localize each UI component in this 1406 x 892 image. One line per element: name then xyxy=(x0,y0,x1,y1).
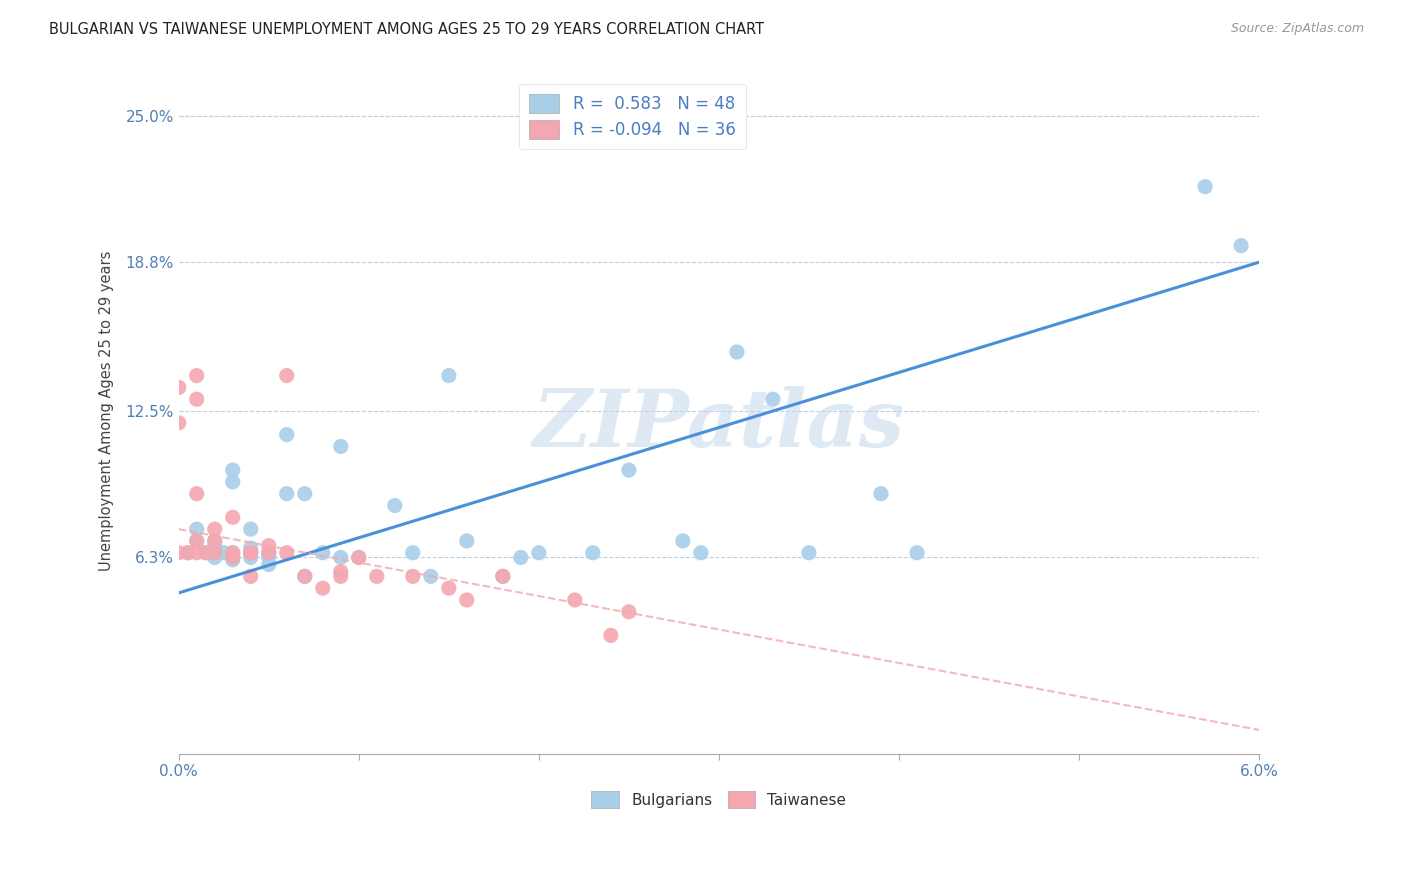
Point xyxy=(177,546,200,560)
Point xyxy=(204,522,226,536)
Point xyxy=(492,569,515,583)
Point xyxy=(204,539,226,553)
Legend: Bulgarians, Taiwanese: Bulgarians, Taiwanese xyxy=(585,784,852,814)
Point xyxy=(599,628,621,642)
Point xyxy=(402,546,425,560)
Point xyxy=(186,533,208,548)
Point xyxy=(617,605,640,619)
Point xyxy=(564,593,586,607)
Point xyxy=(257,546,280,560)
Point xyxy=(276,368,298,383)
Point xyxy=(222,546,245,560)
Point xyxy=(797,546,820,560)
Point xyxy=(384,499,406,513)
Point xyxy=(239,541,262,555)
Point xyxy=(366,569,388,583)
Point xyxy=(312,546,335,560)
Point xyxy=(294,486,316,500)
Point xyxy=(257,550,280,565)
Point xyxy=(689,546,711,560)
Point xyxy=(276,546,298,560)
Point xyxy=(492,569,515,583)
Point xyxy=(329,550,352,565)
Point xyxy=(167,416,190,430)
Point xyxy=(509,550,531,565)
Point xyxy=(194,546,217,560)
Point xyxy=(204,546,226,560)
Y-axis label: Unemployment Among Ages 25 to 29 years: Unemployment Among Ages 25 to 29 years xyxy=(100,251,114,571)
Point xyxy=(222,550,245,565)
Point xyxy=(257,558,280,572)
Point xyxy=(347,550,370,565)
Point xyxy=(725,345,748,359)
Point xyxy=(456,533,478,548)
Point xyxy=(1230,238,1253,252)
Point xyxy=(204,550,226,565)
Point xyxy=(239,522,262,536)
Point xyxy=(239,569,262,583)
Point xyxy=(347,550,370,565)
Point xyxy=(177,546,200,560)
Point xyxy=(167,546,190,560)
Text: ZIPatlas: ZIPatlas xyxy=(533,386,905,464)
Point xyxy=(194,546,217,560)
Point xyxy=(186,368,208,383)
Point xyxy=(672,533,695,548)
Point xyxy=(239,550,262,565)
Point xyxy=(762,392,785,407)
Point xyxy=(239,546,262,560)
Point xyxy=(294,569,316,583)
Point xyxy=(204,533,226,548)
Point xyxy=(617,463,640,477)
Point xyxy=(257,539,280,553)
Point xyxy=(186,533,208,548)
Point xyxy=(329,565,352,579)
Point xyxy=(204,533,226,548)
Text: BULGARIAN VS TAIWANESE UNEMPLOYMENT AMONG AGES 25 TO 29 YEARS CORRELATION CHART: BULGARIAN VS TAIWANESE UNEMPLOYMENT AMON… xyxy=(49,22,765,37)
Point xyxy=(870,486,893,500)
Point xyxy=(419,569,441,583)
Point xyxy=(186,392,208,407)
Point xyxy=(186,486,208,500)
Point xyxy=(239,546,262,560)
Point xyxy=(437,581,460,595)
Point xyxy=(312,581,335,595)
Point xyxy=(222,553,245,567)
Point xyxy=(222,475,245,489)
Point xyxy=(257,546,280,560)
Point xyxy=(239,546,262,560)
Point xyxy=(186,522,208,536)
Point xyxy=(222,546,245,560)
Point xyxy=(276,427,298,442)
Point xyxy=(582,546,605,560)
Point xyxy=(402,569,425,583)
Point xyxy=(437,368,460,383)
Point xyxy=(329,569,352,583)
Point xyxy=(222,550,245,565)
Point xyxy=(186,546,208,560)
Point xyxy=(204,546,226,560)
Point xyxy=(222,463,245,477)
Point xyxy=(1194,179,1216,194)
Point xyxy=(167,380,190,394)
Point xyxy=(456,593,478,607)
Point xyxy=(905,546,928,560)
Point xyxy=(329,440,352,454)
Text: Source: ZipAtlas.com: Source: ZipAtlas.com xyxy=(1230,22,1364,36)
Point xyxy=(294,569,316,583)
Point xyxy=(212,546,235,560)
Point xyxy=(276,486,298,500)
Point xyxy=(222,510,245,524)
Point xyxy=(527,546,550,560)
